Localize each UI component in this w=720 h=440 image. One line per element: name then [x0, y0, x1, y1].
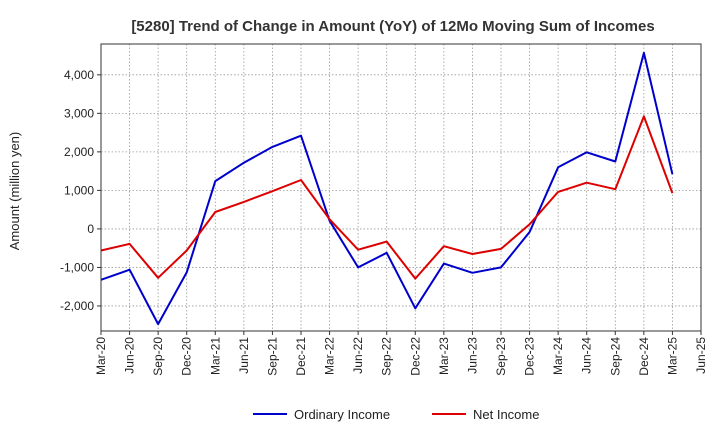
series-line-1 — [100, 51, 674, 326]
plot-area — [101, 44, 701, 331]
x-tick-label: Mar-21 — [208, 337, 222, 375]
x-tick-label: Mar-22 — [323, 337, 337, 375]
x-tick-label: Sep-22 — [380, 337, 394, 376]
y-tick-label: 0 — [87, 222, 94, 236]
chart-title: [5280] Trend of Change in Amount (YoY) o… — [131, 18, 654, 35]
y-tick-label: 2,000 — [64, 145, 94, 159]
x-tick-label: Jun-24 — [580, 337, 594, 374]
x-tick-label: Jun-20 — [123, 337, 137, 374]
x-tick-label: Mar-20 — [94, 337, 108, 375]
x-tick-label: Dec-21 — [294, 337, 308, 376]
x-tick-label: Sep-24 — [608, 337, 622, 376]
x-tick-label: Jun-23 — [465, 337, 479, 374]
y-tick-labels: -2,000 -1,000 0 1,000 2,000 3,000 4,000 — [60, 68, 101, 313]
x-tick-label: Sep-20 — [151, 337, 165, 376]
series-layer — [100, 51, 674, 326]
x-tick-label: Dec-22 — [408, 337, 422, 376]
x-tick-label: Mar-23 — [437, 337, 451, 375]
y-tick-label: -1,000 — [60, 260, 94, 274]
x-tick-label: Dec-20 — [180, 337, 194, 376]
x-tick-label: Mar-25 — [665, 337, 679, 375]
y-tick-label: 1,000 — [64, 183, 94, 197]
x-tick-label: Jun-22 — [351, 337, 365, 374]
y-tick-label: 4,000 — [64, 68, 94, 82]
x-tick-labels: Mar-20 Jun-20 Sep-20 Dec-20 Mar-21 Jun-21 Sep-… — [94, 331, 708, 376]
legend-label-2: Net Income — [473, 407, 539, 422]
x-tick-label: Sep-21 — [265, 337, 279, 376]
plot-background — [101, 44, 701, 331]
y-tick-label: 3,000 — [64, 106, 94, 120]
plot-frame — [100, 43, 702, 332]
legend: Ordinary Income Net Income — [253, 407, 539, 422]
y-axis-label: Amount (million yen) — [7, 132, 22, 251]
x-tick-label: Mar-24 — [551, 337, 565, 375]
y-tick-label: -2,000 — [60, 299, 94, 313]
x-tick-label: Jun-25 — [694, 337, 708, 374]
legend-label-1: Ordinary Income — [294, 407, 390, 422]
x-tick-label: Dec-24 — [637, 337, 651, 376]
axes — [100, 43, 702, 332]
series-line-2 — [100, 115, 674, 280]
x-tick-label: Dec-23 — [523, 337, 537, 376]
x-tick-label: Jun-21 — [237, 337, 251, 374]
x-tick-label: Sep-23 — [494, 337, 508, 376]
